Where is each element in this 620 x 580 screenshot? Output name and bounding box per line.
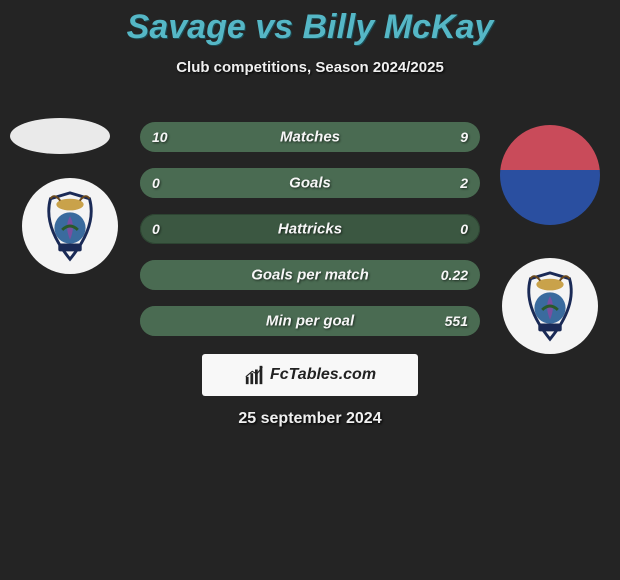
- stat-row: Matches10 9: [140, 122, 480, 152]
- stat-value-left: 0: [152, 221, 160, 237]
- stat-value-right: 2: [460, 175, 468, 191]
- player-right-avatar: [500, 125, 600, 225]
- brand-text: FcTables.com: [270, 366, 376, 384]
- stat-row: Goals0 2: [140, 168, 480, 198]
- crest-icon: [511, 267, 589, 345]
- stat-row: Goals per match0.22: [140, 260, 480, 290]
- stat-bars: Matches109Goals02Hattricks00Goals per ma…: [140, 122, 480, 352]
- stat-label: Hattricks: [140, 221, 480, 238]
- stat-label: Min per goal: [140, 313, 480, 330]
- subtitle: Club competitions, Season 2024/2025: [0, 59, 620, 76]
- bar-chart-icon: [244, 364, 266, 386]
- stat-value-left: 10: [152, 129, 168, 145]
- stat-value-right: 0: [460, 221, 468, 237]
- crest-icon: [31, 187, 109, 265]
- club-crest-right: [502, 258, 598, 354]
- brand-badge: FcTables.com: [202, 354, 418, 396]
- stat-row: Min per goal551: [140, 306, 480, 336]
- stat-row: Hattricks0 0: [140, 214, 480, 244]
- stat-value-right: 551: [445, 313, 468, 329]
- stat-label: Goals per match: [140, 267, 480, 284]
- date-text: 25 september 2024: [0, 410, 620, 428]
- stat-value-right: 0.22: [441, 267, 468, 283]
- player-left-avatar: [10, 118, 110, 154]
- club-crest-left: [22, 178, 118, 274]
- stat-label: Matches: [140, 129, 480, 146]
- stat-label: Goals: [140, 175, 480, 192]
- stat-value-left: 0: [152, 175, 160, 191]
- stat-value-right: 9: [460, 129, 468, 145]
- page-title: Savage vs Billy McKay: [0, 0, 620, 47]
